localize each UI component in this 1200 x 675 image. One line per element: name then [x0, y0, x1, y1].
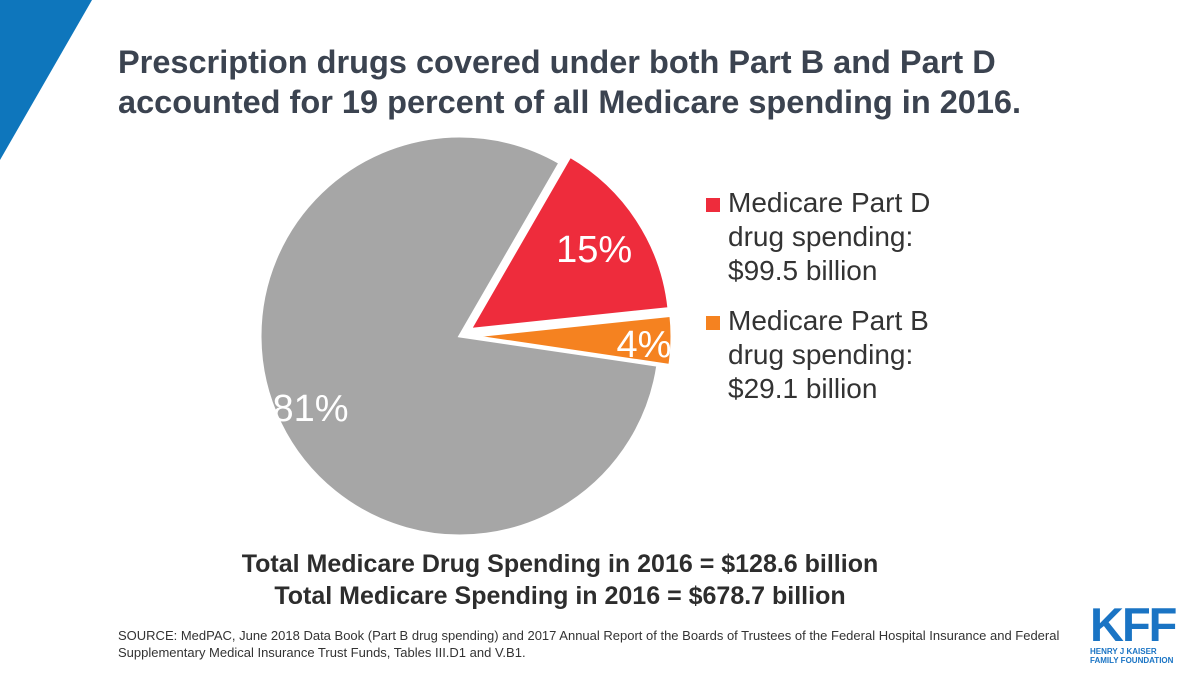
- pie-chart: 81% 15% 4%: [258, 134, 674, 538]
- slice-part-b: [471, 313, 674, 368]
- totals-block: Total Medicare Drug Spending in 2016 = $…: [200, 548, 920, 612]
- total-drug-spending: Total Medicare Drug Spending in 2016 = $…: [241, 550, 879, 578]
- page-title: Prescription drugs covered under both Pa…: [118, 42, 1118, 122]
- legend-label-part-d: Medicare Part D drug spending: $99.5 bil…: [728, 187, 931, 286]
- logo-mark: KFF: [1090, 598, 1177, 651]
- logo-line-1: HENRY J KAISER: [1090, 647, 1157, 656]
- total-medicare-spending: Total Medicare Spending in 2016 = $678.7…: [274, 582, 846, 610]
- legend-item-part-b: Medicare Part B drug spending: $29.1 bil…: [706, 304, 966, 406]
- legend-item-part-d: Medicare Part D drug spending: $99.5 bil…: [706, 186, 966, 288]
- corner-accent: [0, 0, 92, 160]
- slice-other: [258, 134, 660, 538]
- slice-part-d: [467, 154, 671, 332]
- kff-logo: KFF HENRY J KAISER FAMILY FOUNDATION: [1090, 598, 1190, 665]
- logo-line-2: FAMILY FOUNDATION: [1090, 656, 1174, 665]
- slice-label-part-d: 15%: [556, 229, 632, 271]
- source-note: SOURCE: MedPAC, June 2018 Data Book (Par…: [118, 628, 1060, 660]
- legend-swatch-part-b: [706, 316, 720, 330]
- legend-swatch-part-d: [706, 198, 720, 212]
- legend-label-part-b: Medicare Part B drug spending: $29.1 bil…: [728, 305, 929, 404]
- chart-legend: Medicare Part D drug spending: $99.5 bil…: [706, 186, 966, 422]
- slice-label-other: 81%: [273, 388, 349, 430]
- title-line-1: Prescription drugs covered under both Pa…: [118, 44, 996, 80]
- title-line-2: accounted for 19 percent of all Medicare…: [118, 84, 1022, 120]
- slice-label-part-b: 4%: [616, 324, 671, 366]
